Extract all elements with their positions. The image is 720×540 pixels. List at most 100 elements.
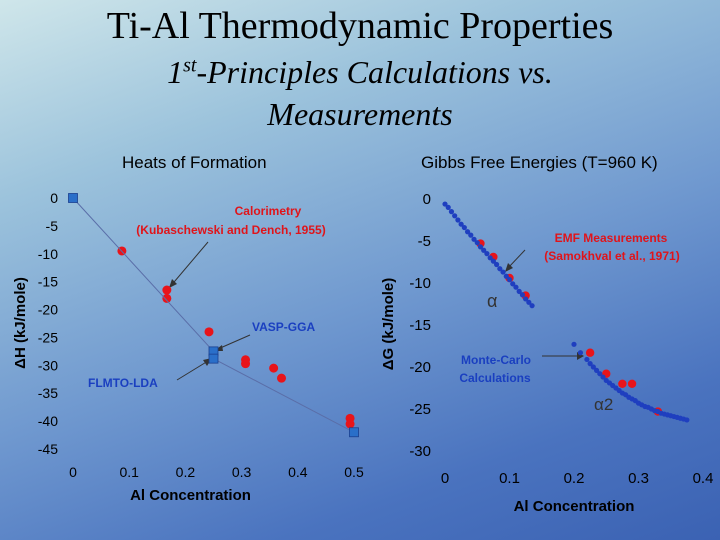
heats-x-axis-label: Al Concentration — [130, 487, 251, 504]
gibbs-calc-point — [684, 417, 690, 423]
gibbs-calc-point — [526, 299, 532, 305]
heats-y-tick-label: -40 — [38, 413, 58, 429]
gibbs-meas-point — [618, 379, 627, 388]
heats-meas-point — [345, 419, 355, 429]
heats-y-tick-label: -25 — [38, 329, 58, 345]
gibbs-calc-point — [445, 204, 451, 210]
heats-x-tick-label: 0 — [69, 464, 77, 480]
gibbs-calc-point — [458, 221, 464, 227]
gibbs-calc-point — [461, 224, 467, 231]
vasp-gga-label: VASP-GGA — [252, 320, 315, 334]
gibbs-calc-point — [442, 201, 448, 207]
flmto-arrow — [176, 360, 209, 381]
subtitle-rest: -Principles Calculations vs. — [196, 54, 553, 90]
gibbs-x-axis-label: Al Concentration — [514, 498, 635, 515]
gibbs-calc-point — [477, 244, 484, 250]
gibbs-calc-point — [529, 303, 535, 309]
gibbs-y-tick-label: -20 — [409, 359, 431, 376]
slide-title: Ti-Al Thermodynamic Properties — [106, 5, 614, 47]
heats-x-tick-label: 0.2 — [176, 464, 196, 480]
gibbs-chart-title: Gibbs Free Energies (T=960 K) — [421, 153, 658, 172]
heats-meas-point — [162, 285, 172, 295]
gibbs-y-tick-label: -25 — [409, 401, 431, 418]
gibbs-x-tick-label: 0.3 — [628, 470, 649, 487]
subtitle-prefix: 1 — [167, 54, 184, 90]
gibbs-meas-point — [585, 348, 595, 357]
gibbs-y-tick-label: -15 — [409, 317, 431, 334]
calorimetry-citation: (Kubaschewski and Dench, 1955) — [136, 223, 325, 237]
heats-meas-point — [204, 327, 214, 337]
heats-y-tick-label: -30 — [38, 357, 58, 373]
heats-x-tick-label: 0.1 — [119, 464, 139, 480]
calorimetry-arrow — [168, 241, 209, 289]
emf-arrowhead — [505, 263, 513, 272]
heats-calc-point — [68, 193, 78, 203]
gibbs-calc-point — [587, 361, 593, 367]
heats-meas-point — [162, 293, 172, 303]
gibbs-calc-point — [590, 364, 596, 370]
gibbs-calc-point — [510, 281, 516, 287]
heats-y-axis-label: ΔH (kJ/mole) — [12, 277, 29, 369]
heats-calc-point — [349, 427, 359, 438]
gibbs-calc-point — [464, 229, 471, 235]
gibbs-calc-point — [448, 209, 455, 215]
alpha2-label: α2 — [594, 395, 613, 414]
gibbs-calc-point — [452, 213, 458, 219]
emf-citation: (Samokhval et al., 1971) — [544, 249, 679, 263]
gibbs-calc-point — [516, 288, 522, 294]
heats-y-tick-label: -45 — [38, 441, 58, 457]
heats-x-tick-label: 0.3 — [232, 464, 252, 480]
calorimetry-arrowhead — [169, 279, 177, 288]
gibbs-calc-point — [494, 261, 500, 268]
gibbs-calc-point — [571, 341, 577, 347]
monte-carlo-label: Monte-Carlo — [461, 353, 531, 367]
gibbs-calc-point — [593, 367, 600, 373]
heats-y-tick-label: -15 — [38, 274, 58, 290]
gibbs-calc-point — [503, 273, 509, 279]
vasp-arrow — [217, 334, 251, 350]
gibbs-plot: 0 -5 -10 -15 -20 -25 -30 0 0.1 0.2 0.3 0.4 Al Concen… — [380, 191, 713, 515]
heats-meas-point — [277, 373, 287, 383]
gibbs-calc-point — [481, 247, 487, 253]
heats-meas-point — [241, 359, 251, 369]
gibbs-annotations: EMF Measurements (Samokhval et al., 1971… — [459, 231, 679, 414]
heats-x-tick-label: 0.5 — [344, 464, 364, 480]
gibbs-calc-point — [523, 296, 529, 302]
subtitle-superscript: st — [183, 54, 197, 77]
gibbs-y-tick-label: -5 — [418, 233, 431, 250]
gibbs-calc-point — [577, 350, 584, 356]
gibbs-calc-point — [497, 266, 503, 272]
calorimetry-label: Calorimetry — [235, 204, 302, 218]
heats-y-tick-label: -10 — [38, 246, 58, 262]
heats-y-tick-label: -5 — [46, 218, 59, 234]
gibbs-calc-point — [597, 371, 603, 377]
gibbs-y-tick-label: -30 — [409, 443, 431, 460]
heats-plot: 0 -5 -10 -15 -20 -25 -30 -35 -40 -45 0 0.1 0.2 0.3 0.4… — [12, 190, 364, 504]
gibbs-y-tick-label: 0 — [423, 191, 431, 208]
gibbs-x-tick-label: 0.2 — [564, 470, 585, 487]
heats-meas-point — [269, 363, 279, 373]
gibbs-meas-point — [627, 379, 637, 388]
gibbs-calc-point — [487, 255, 493, 261]
heats-calc-point — [208, 353, 219, 364]
gibbs-x-tick-label: 0.4 — [693, 470, 714, 487]
gibbs-x-tick-label: 0 — [441, 470, 449, 487]
slide-subtitle-line1: 1st-Principles Calculations vs. — [0, 54, 720, 91]
heats-chart-title: Heats of Formation — [122, 153, 267, 172]
monte-carlo-label-2: Calculations — [459, 371, 531, 385]
heats-x-tick-label: 0.4 — [288, 464, 308, 480]
heats-y-tick-label: -35 — [38, 385, 58, 401]
heats-annotations: Calorimetry (Kubaschewski and Dench, 195… — [88, 204, 326, 390]
gibbs-calc-point — [519, 292, 526, 298]
gibbs-x-tick-label: 0.1 — [499, 470, 520, 487]
alpha-label: α — [487, 291, 497, 311]
gibbs-calc-point — [500, 269, 506, 275]
gibbs-calc-point — [471, 236, 477, 242]
gibbs-calc-point — [490, 258, 496, 264]
gibbs-calc-point — [455, 217, 461, 223]
gibbs-calc-point — [484, 251, 490, 257]
gibbs-y-axis-label: ΔG (kJ/mole) — [380, 278, 397, 370]
gibbs-calc-point — [468, 232, 474, 238]
flmto-lda-label: FLMTO-LDA — [88, 376, 158, 390]
